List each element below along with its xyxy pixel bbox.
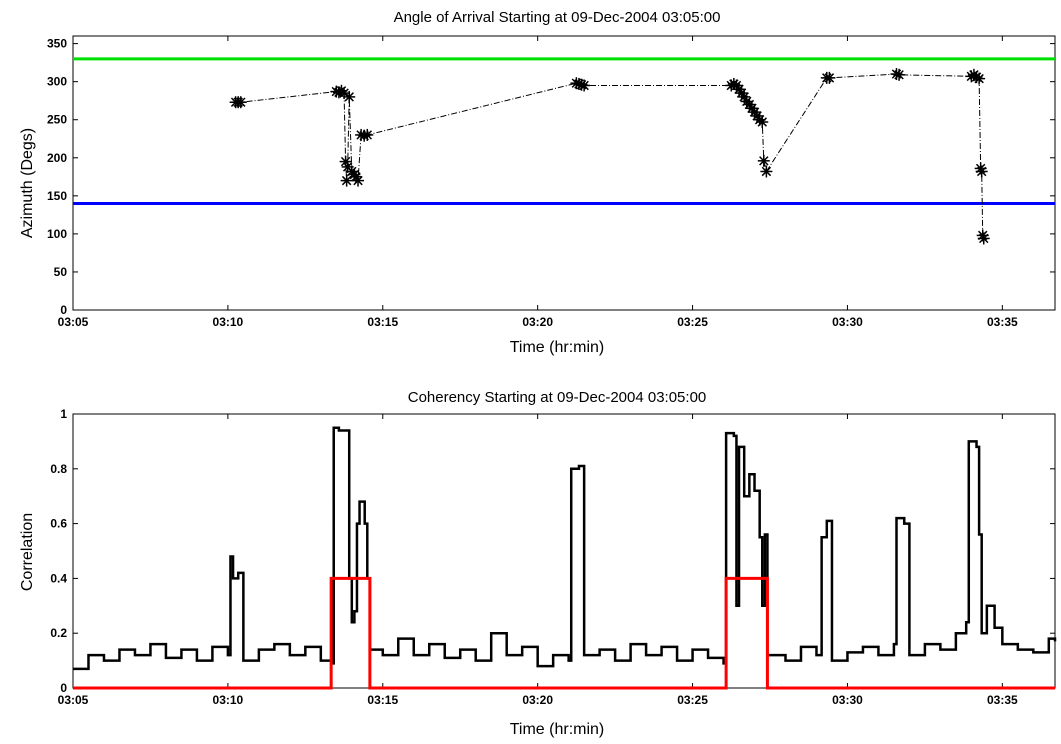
azimuth-x-tick-label: 03:20 [522,315,553,329]
azimuth-data-point [973,72,986,85]
coherency-y-tick-label: 0 [60,681,67,695]
azimuth-y-tick-label: 50 [54,265,68,279]
azimuth-y-tick-label: 100 [47,227,67,241]
coherency-x-tick-label: 03:10 [213,693,244,707]
coherency-x-tick-label: 03:30 [832,693,863,707]
azimuth-data-point [756,116,769,129]
coherency-y-tick-label: 0.4 [50,571,67,585]
azimuth-chart-title: Angle of Arrival Starting at 09-Dec-2004… [394,9,721,26]
azimuth-y-tick-label: 250 [47,113,67,127]
azimuth-data-point [343,90,356,103]
azimuth-x-tick-label: 03:05 [58,315,89,329]
azimuth-x-tick-label: 03:35 [987,315,1018,329]
azimuth-y-tick-label: 200 [47,151,67,165]
azimuth-y-tick-label: 0 [60,303,67,317]
azimuth-y-tick-label: 150 [47,189,67,203]
azimuth-data-point [361,128,374,141]
coherency-y-axis-label: Correlation [19,513,36,591]
azimuth-data-point [760,165,773,178]
azimuth-y-axis-label: Azimuth (Degs) [19,128,36,238]
coherency-plot-area: 03:05 03:10 03:15 03:20 03:25 03:30 03:35 0 0.2 0… [50,407,1057,707]
coherency-axes-frame [72,413,1056,689]
coherency-x-tick-label: 03:05 [58,693,89,707]
azimuth-data-point [578,79,591,92]
azimuth-y-tick-label: 300 [47,75,67,89]
azimuth-x-tick-label: 03:25 [677,315,708,329]
coherency-chart-title: Coherency Starting at 09-Dec-2004 03:05:… [408,389,707,406]
azimuth-axes-frame [72,35,1056,311]
coherency-y-tick-label: 0.6 [50,517,67,531]
coherency-x-tick-label: 03:20 [522,693,553,707]
azimuth-x-tick-label: 03:15 [367,315,398,329]
azimuth-data-point [823,71,836,84]
azimuth-data-point [893,68,906,81]
coherency-x-axis-label: Time (hr:min) [510,721,605,738]
coherency-chart: Coherency Starting at 09-Dec-2004 03:05:… [19,389,1057,738]
coherency-y-tick-label: 1 [60,407,67,421]
azimuth-data-point [340,174,353,187]
azimuth-plot-area: 03:05 03:10 03:15 03:20 03:25 03:30 03:35 0 50 10… [47,35,1056,329]
azimuth-y-tick-label: 350 [47,37,67,51]
azimuth-data-point [730,79,743,92]
azimuth-data-point [757,154,770,167]
azimuth-data-point [351,174,364,187]
coherency-series-line [73,576,1055,690]
coherency-series-line [73,426,1057,671]
azimuth-x-axis-label: Time (hr:min) [510,339,605,356]
coherency-x-tick-label: 03:15 [367,693,398,707]
azimuth-data-point [975,165,988,178]
azimuth-data-point [234,96,247,109]
azimuth-data-point [977,232,990,245]
coherency-y-tick-label: 0.8 [50,462,67,476]
azimuth-chart: Angle of Arrival Starting at 09-Dec-2004… [19,9,1056,356]
azimuth-x-tick-label: 03:30 [832,315,863,329]
coherency-x-tick-label: 03:25 [677,693,708,707]
coherency-y-tick-label: 0.2 [50,626,67,640]
coherency-x-tick-label: 03:35 [987,693,1018,707]
azimuth-x-tick-label: 03:10 [213,315,244,329]
